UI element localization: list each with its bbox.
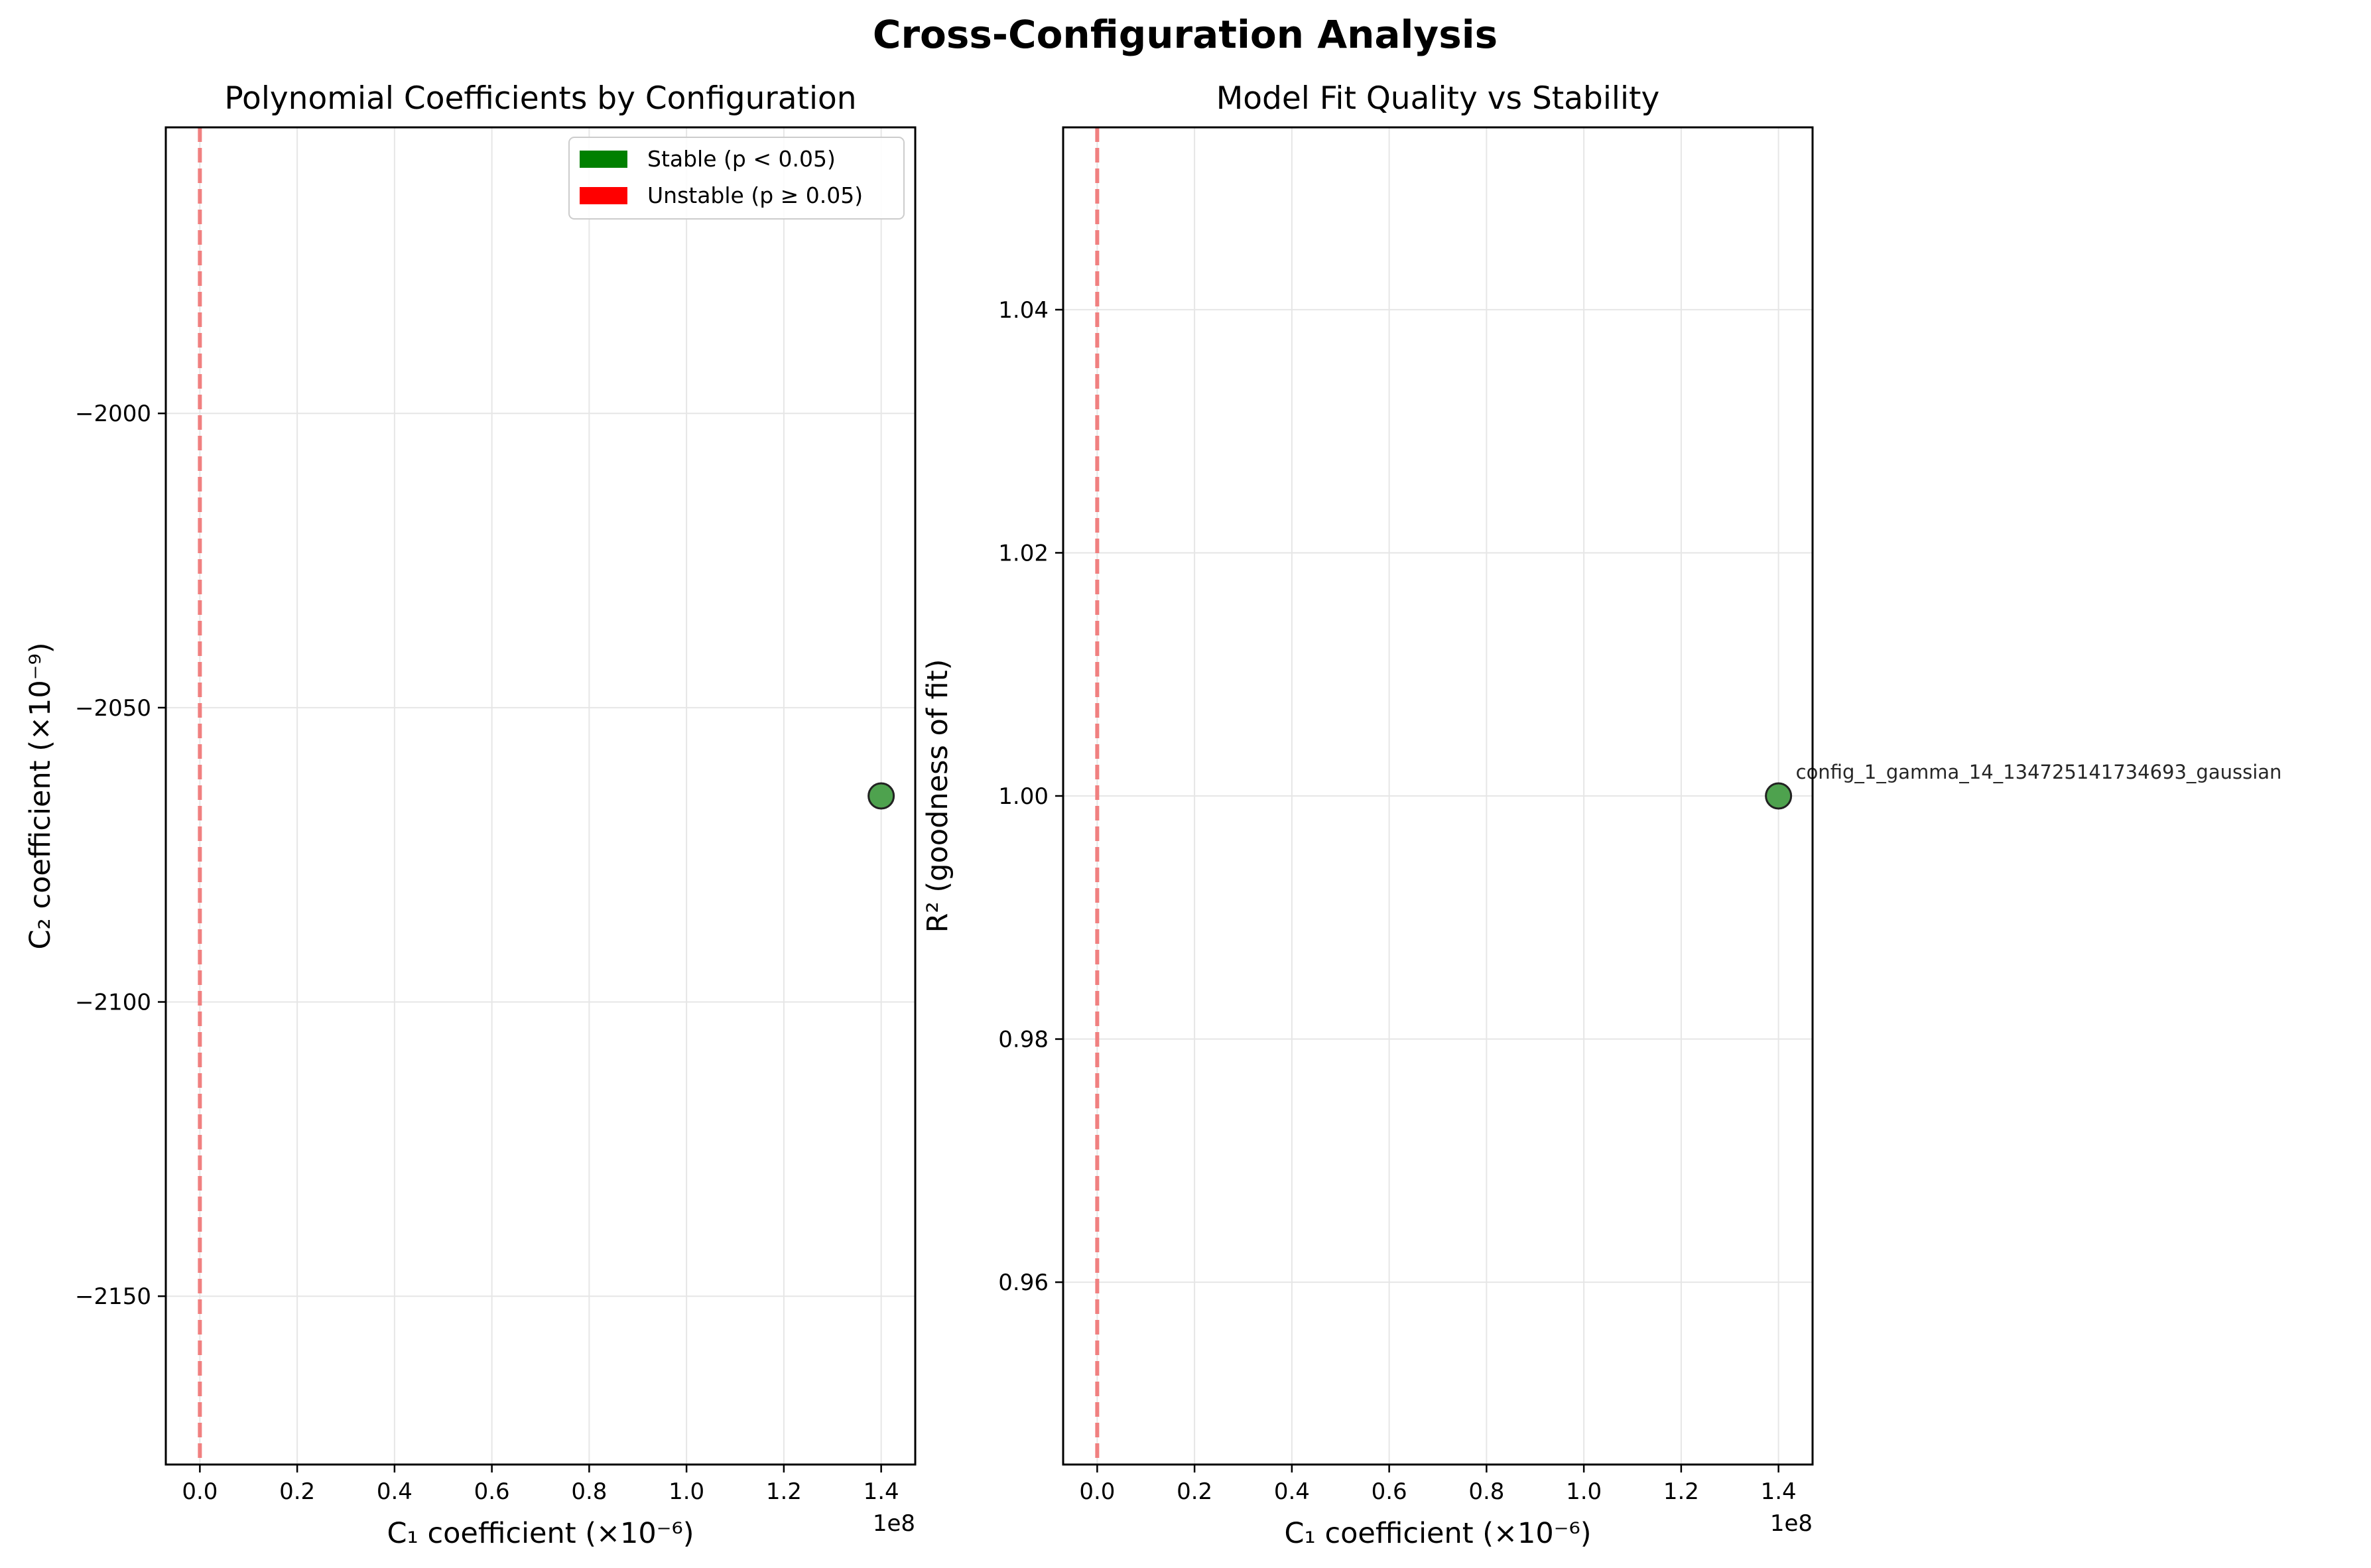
legend-label: Unstable (p ≥ 0.05) <box>647 182 863 208</box>
legend-swatch <box>580 151 627 168</box>
y-tick-label: −2100 <box>75 990 151 1016</box>
x-tick-label: 1.4 <box>864 1478 899 1505</box>
y-tick-label: −2050 <box>75 695 151 722</box>
legend-swatch <box>580 187 627 204</box>
x-tick-label: 1.2 <box>1663 1478 1699 1505</box>
y-tick-label: −2000 <box>75 401 151 427</box>
x-tick-label: 0.6 <box>1372 1478 1407 1505</box>
x-tick-label: 1.2 <box>766 1478 802 1505</box>
left-plot: 0.0 0.2 0.4 0.6 0.8 1.0 1.2 1.4 −2150 −2100 −2050 −… <box>24 80 917 1550</box>
y-tick-label: −2150 <box>75 1283 151 1310</box>
x-tick-label: 0.4 <box>377 1478 413 1505</box>
x-tick-label: 1.0 <box>669 1478 704 1505</box>
x-tick-label: 0.0 <box>182 1478 218 1505</box>
right-plot: config_1_gamma_14_134725141734693_gaussi… <box>921 80 2281 1550</box>
x-offset-label: 1e8 <box>1770 1510 1813 1537</box>
x-axis-label: C₁ coefficient (×10⁻⁶) <box>387 1517 694 1550</box>
x-tick-label: 0.4 <box>1274 1478 1310 1505</box>
y-axis-label: R² (goodness of fit) <box>921 659 954 933</box>
y-tick-label: 0.98 <box>998 1027 1049 1053</box>
legend-box <box>568 137 905 220</box>
y-axis-label: C₂ coefficient (×10⁻⁹) <box>24 643 57 950</box>
x-tick-label: 0.8 <box>571 1478 607 1505</box>
y-tick-label: 0.96 <box>998 1270 1049 1296</box>
x-axis-label: C₁ coefficient (×10⁻⁶) <box>1285 1517 1592 1550</box>
x-offset-label: 1e8 <box>873 1510 915 1537</box>
point-annotation: config_1_gamma_14_134725141734693_gaussi… <box>1796 761 2282 783</box>
y-tick-label: 1.04 <box>998 297 1049 324</box>
x-tick-label: 0.2 <box>1177 1478 1212 1505</box>
x-tick-label: 0.2 <box>279 1478 315 1505</box>
y-tick-label: 1.02 <box>998 540 1049 566</box>
data-point <box>867 782 895 810</box>
legend-label: Stable (p < 0.05) <box>647 146 836 172</box>
x-tick-label: 0.8 <box>1468 1478 1504 1505</box>
x-tick-label: 0.6 <box>474 1478 510 1505</box>
plot-title: Model Fit Quality vs Stability <box>1216 80 1660 117</box>
y-tick-label: 1.00 <box>998 783 1049 810</box>
x-tick-label: 1.0 <box>1566 1478 1602 1505</box>
data-point <box>1765 782 1793 810</box>
figure-title: Cross-Configuration Analysis <box>873 12 1498 57</box>
x-tick-label: 0.0 <box>1079 1478 1115 1505</box>
plot-title: Polynomial Coefficients by Configuration <box>224 80 856 117</box>
x-tick-label: 1.4 <box>1761 1478 1797 1505</box>
plot-frame <box>164 126 917 1466</box>
